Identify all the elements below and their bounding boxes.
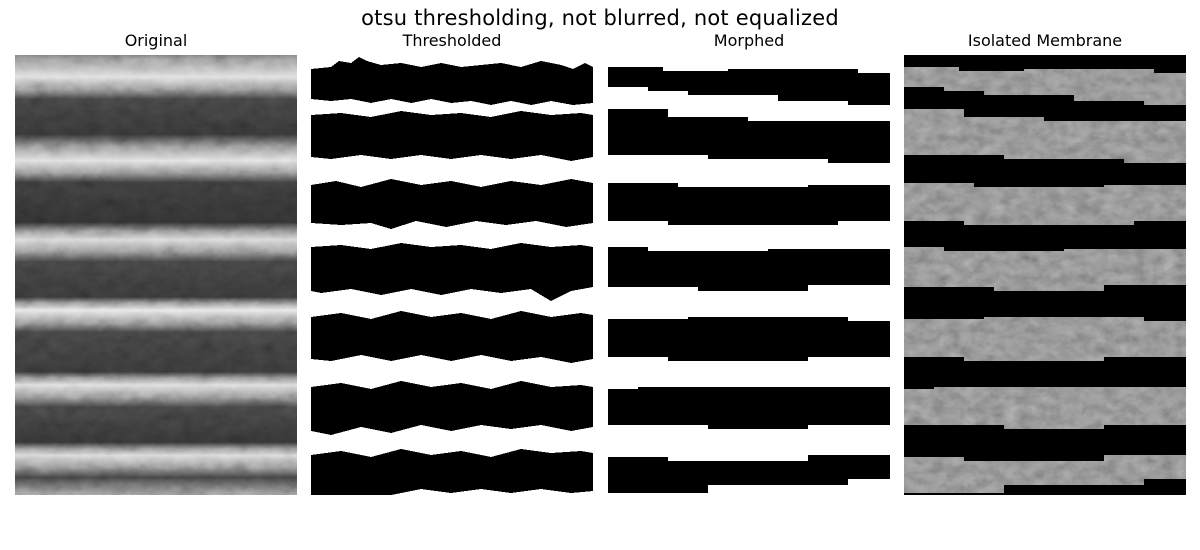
threshold-mask — [311, 57, 593, 495]
thresholded-image — [311, 55, 593, 495]
panel-title-isolated-membrane: Isolated Membrane — [967, 31, 1123, 50]
panel-title-original: Original — [124, 31, 188, 50]
membrane-regions — [904, 67, 1186, 493]
original-image — [15, 55, 297, 495]
figure-suptitle: otsu thresholding, not blurred, not equa… — [361, 6, 839, 30]
morphed-mask — [608, 67, 890, 493]
panel-title-thresholded: Thresholded — [402, 31, 502, 50]
morphed-image — [608, 55, 890, 495]
panel-title-morphed: Morphed — [713, 31, 785, 50]
isolated-membrane-image — [904, 55, 1186, 495]
